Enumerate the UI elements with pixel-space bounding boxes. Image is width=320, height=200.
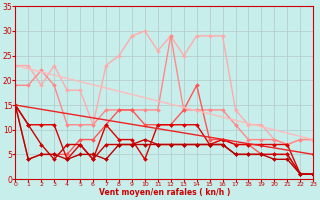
- X-axis label: Vent moyen/en rafales ( kn/h ): Vent moyen/en rafales ( kn/h ): [99, 188, 230, 197]
